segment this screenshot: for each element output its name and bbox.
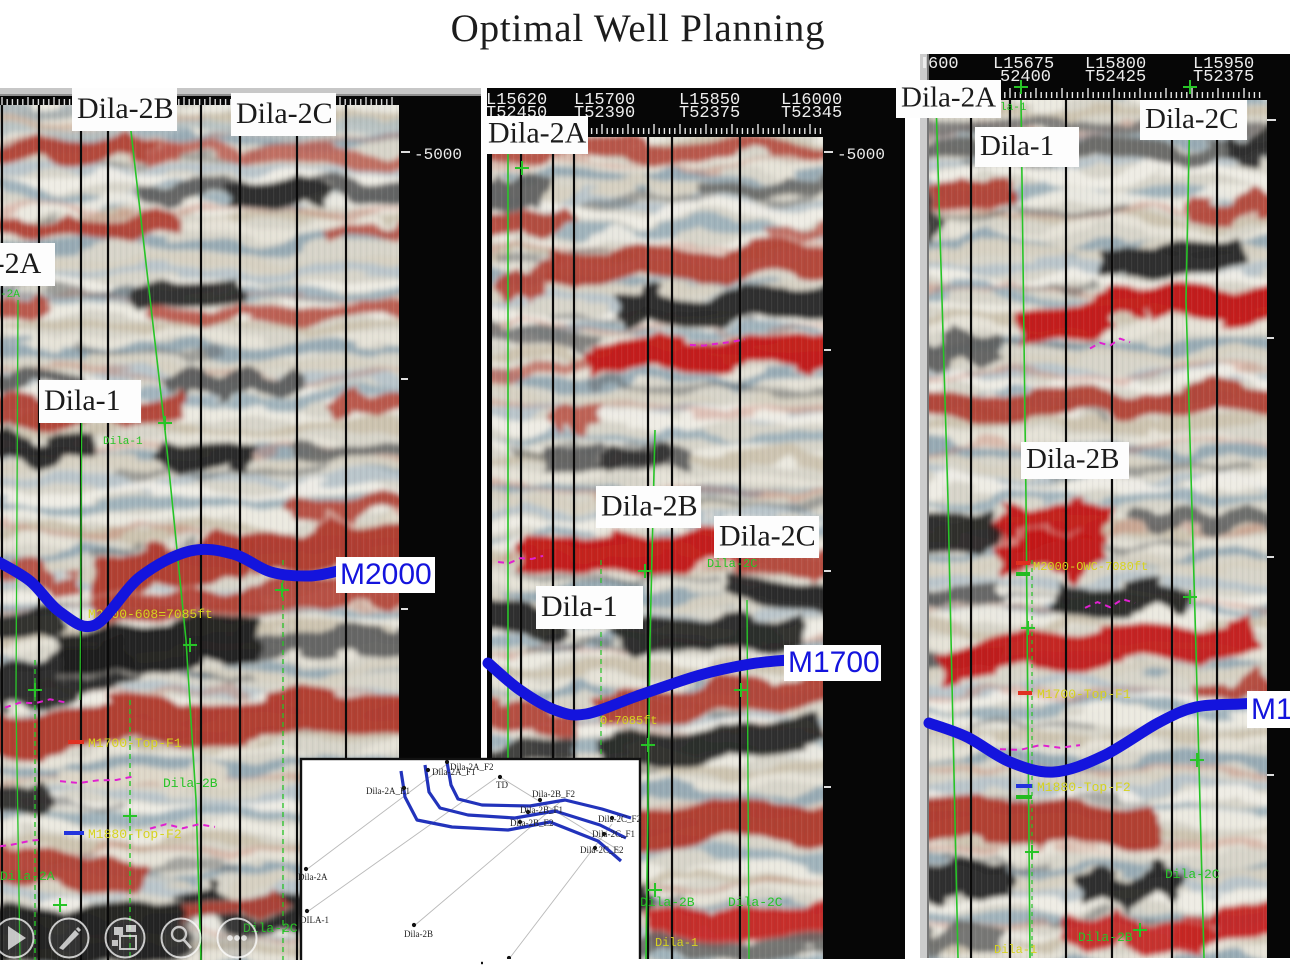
svg-text:Dila-2A: Dila-2A	[488, 117, 587, 150]
svg-text:T52375: T52375	[679, 104, 740, 123]
svg-text:Dila-1: Dila-1	[980, 130, 1054, 162]
svg-text:Dila-2C: Dila-2C	[719, 519, 816, 552]
svg-text:Dila-2B_F1: Dila-2B_F1	[520, 805, 563, 815]
svg-text:DILA-1: DILA-1	[300, 915, 329, 925]
svg-text:Dila-2A_E1: Dila-2A_E1	[366, 786, 410, 796]
svg-text:Dila-2A: Dila-2A	[0, 869, 55, 884]
svg-text:Optimal Well Planning: Optimal Well Planning	[451, 7, 826, 50]
svg-text:M1880-Top-F2: M1880-Top-F2	[88, 827, 182, 842]
svg-text:L15850: L15850	[679, 91, 740, 110]
svg-text:la-1: la-1	[1000, 102, 1027, 114]
svg-text:Dila-2C: Dila-2C	[728, 895, 783, 910]
svg-text:Dila-1: Dila-1	[655, 936, 698, 950]
svg-text:Dila-2C: Dila-2C	[707, 557, 757, 571]
svg-text:Dila-2A: Dila-2A	[901, 82, 996, 114]
svg-text:L15620: L15620	[486, 91, 547, 110]
svg-text:Dila-2A_F2: Dila-2A_F2	[450, 762, 494, 772]
svg-text:Dila-1: Dila-1	[103, 436, 143, 448]
svg-text:Dila-2A_F1: Dila-2A_F1	[432, 767, 476, 777]
svg-text:M1700: M1700	[788, 646, 880, 679]
svg-text:0-7085ft: 0-7085ft	[600, 714, 658, 728]
svg-text:600: 600	[928, 55, 959, 74]
svg-text:M1700-Top-F1: M1700-Top-F1	[88, 736, 182, 751]
svg-text:Dila-2B: Dila-2B	[404, 929, 433, 939]
svg-text:T52375: T52375	[1193, 68, 1254, 87]
svg-text:L16000: L16000	[781, 91, 842, 110]
svg-text:-5000: -5000	[414, 146, 462, 164]
svg-text:Dila-2B: Dila-2B	[163, 776, 218, 791]
svg-text:M2000-OWC-7080ft: M2000-OWC-7080ft	[1033, 560, 1148, 574]
svg-text:Dila-2B: Dila-2B	[1078, 930, 1133, 945]
svg-text:M2000-608=7085ft: M2000-608=7085ft	[88, 607, 213, 622]
svg-text:L15675: L15675	[993, 55, 1054, 74]
svg-text:Dila-1: Dila-1	[541, 590, 618, 623]
svg-text:Dila-2B: Dila-2B	[640, 895, 695, 910]
svg-text:-2A: -2A	[0, 289, 20, 301]
svg-text:Dila-2B_F2: Dila-2B_F2	[532, 789, 575, 799]
svg-text:TD: TD	[496, 780, 508, 790]
svg-text:Dila-2B: Dila-2B	[601, 489, 698, 522]
svg-text:L15700: L15700	[574, 91, 635, 110]
svg-text:M2000: M2000	[340, 558, 432, 591]
svg-text:L15800: L15800	[1085, 55, 1146, 74]
svg-text:Dila-2B: Dila-2B	[77, 92, 174, 125]
svg-text:Dila-2C_F2: Dila-2C_F2	[598, 814, 641, 824]
svg-text:-5000: -5000	[837, 146, 885, 164]
svg-text:Dila-2B: Dila-2B	[1026, 443, 1119, 475]
svg-text:Dila-1: Dila-1	[994, 943, 1037, 957]
svg-text:Dila-2B_E2: Dila-2B_E2	[510, 818, 554, 828]
svg-text:M1880-Top-F2: M1880-Top-F2	[1037, 780, 1131, 795]
svg-text:T52425: T52425	[1085, 68, 1146, 87]
svg-text:M17: M17	[1251, 693, 1290, 726]
svg-text:Dila-2C_F1: Dila-2C_F1	[592, 829, 635, 839]
svg-text:T52390: T52390	[574, 104, 635, 123]
svg-text:52400: 52400	[1000, 68, 1051, 87]
svg-text:Dila-2A: Dila-2A	[298, 872, 328, 882]
svg-text:Dila-2C: Dila-2C	[1165, 867, 1220, 882]
svg-text:Dila-2C: Dila-2C	[243, 921, 298, 936]
svg-text:T52345: T52345	[781, 104, 842, 123]
svg-text:Dila-2A: Dila-2A	[0, 247, 42, 280]
svg-text:Dila-2C_E2: Dila-2C_E2	[580, 845, 624, 855]
svg-text:Dila-1: Dila-1	[44, 384, 121, 417]
svg-text:M1700-Top-F1: M1700-Top-F1	[1037, 687, 1131, 702]
svg-text:Dila-2C: Dila-2C	[236, 97, 333, 130]
svg-text:Dila-2C: Dila-2C	[1145, 103, 1238, 135]
svg-text:L15950: L15950	[1193, 55, 1254, 74]
